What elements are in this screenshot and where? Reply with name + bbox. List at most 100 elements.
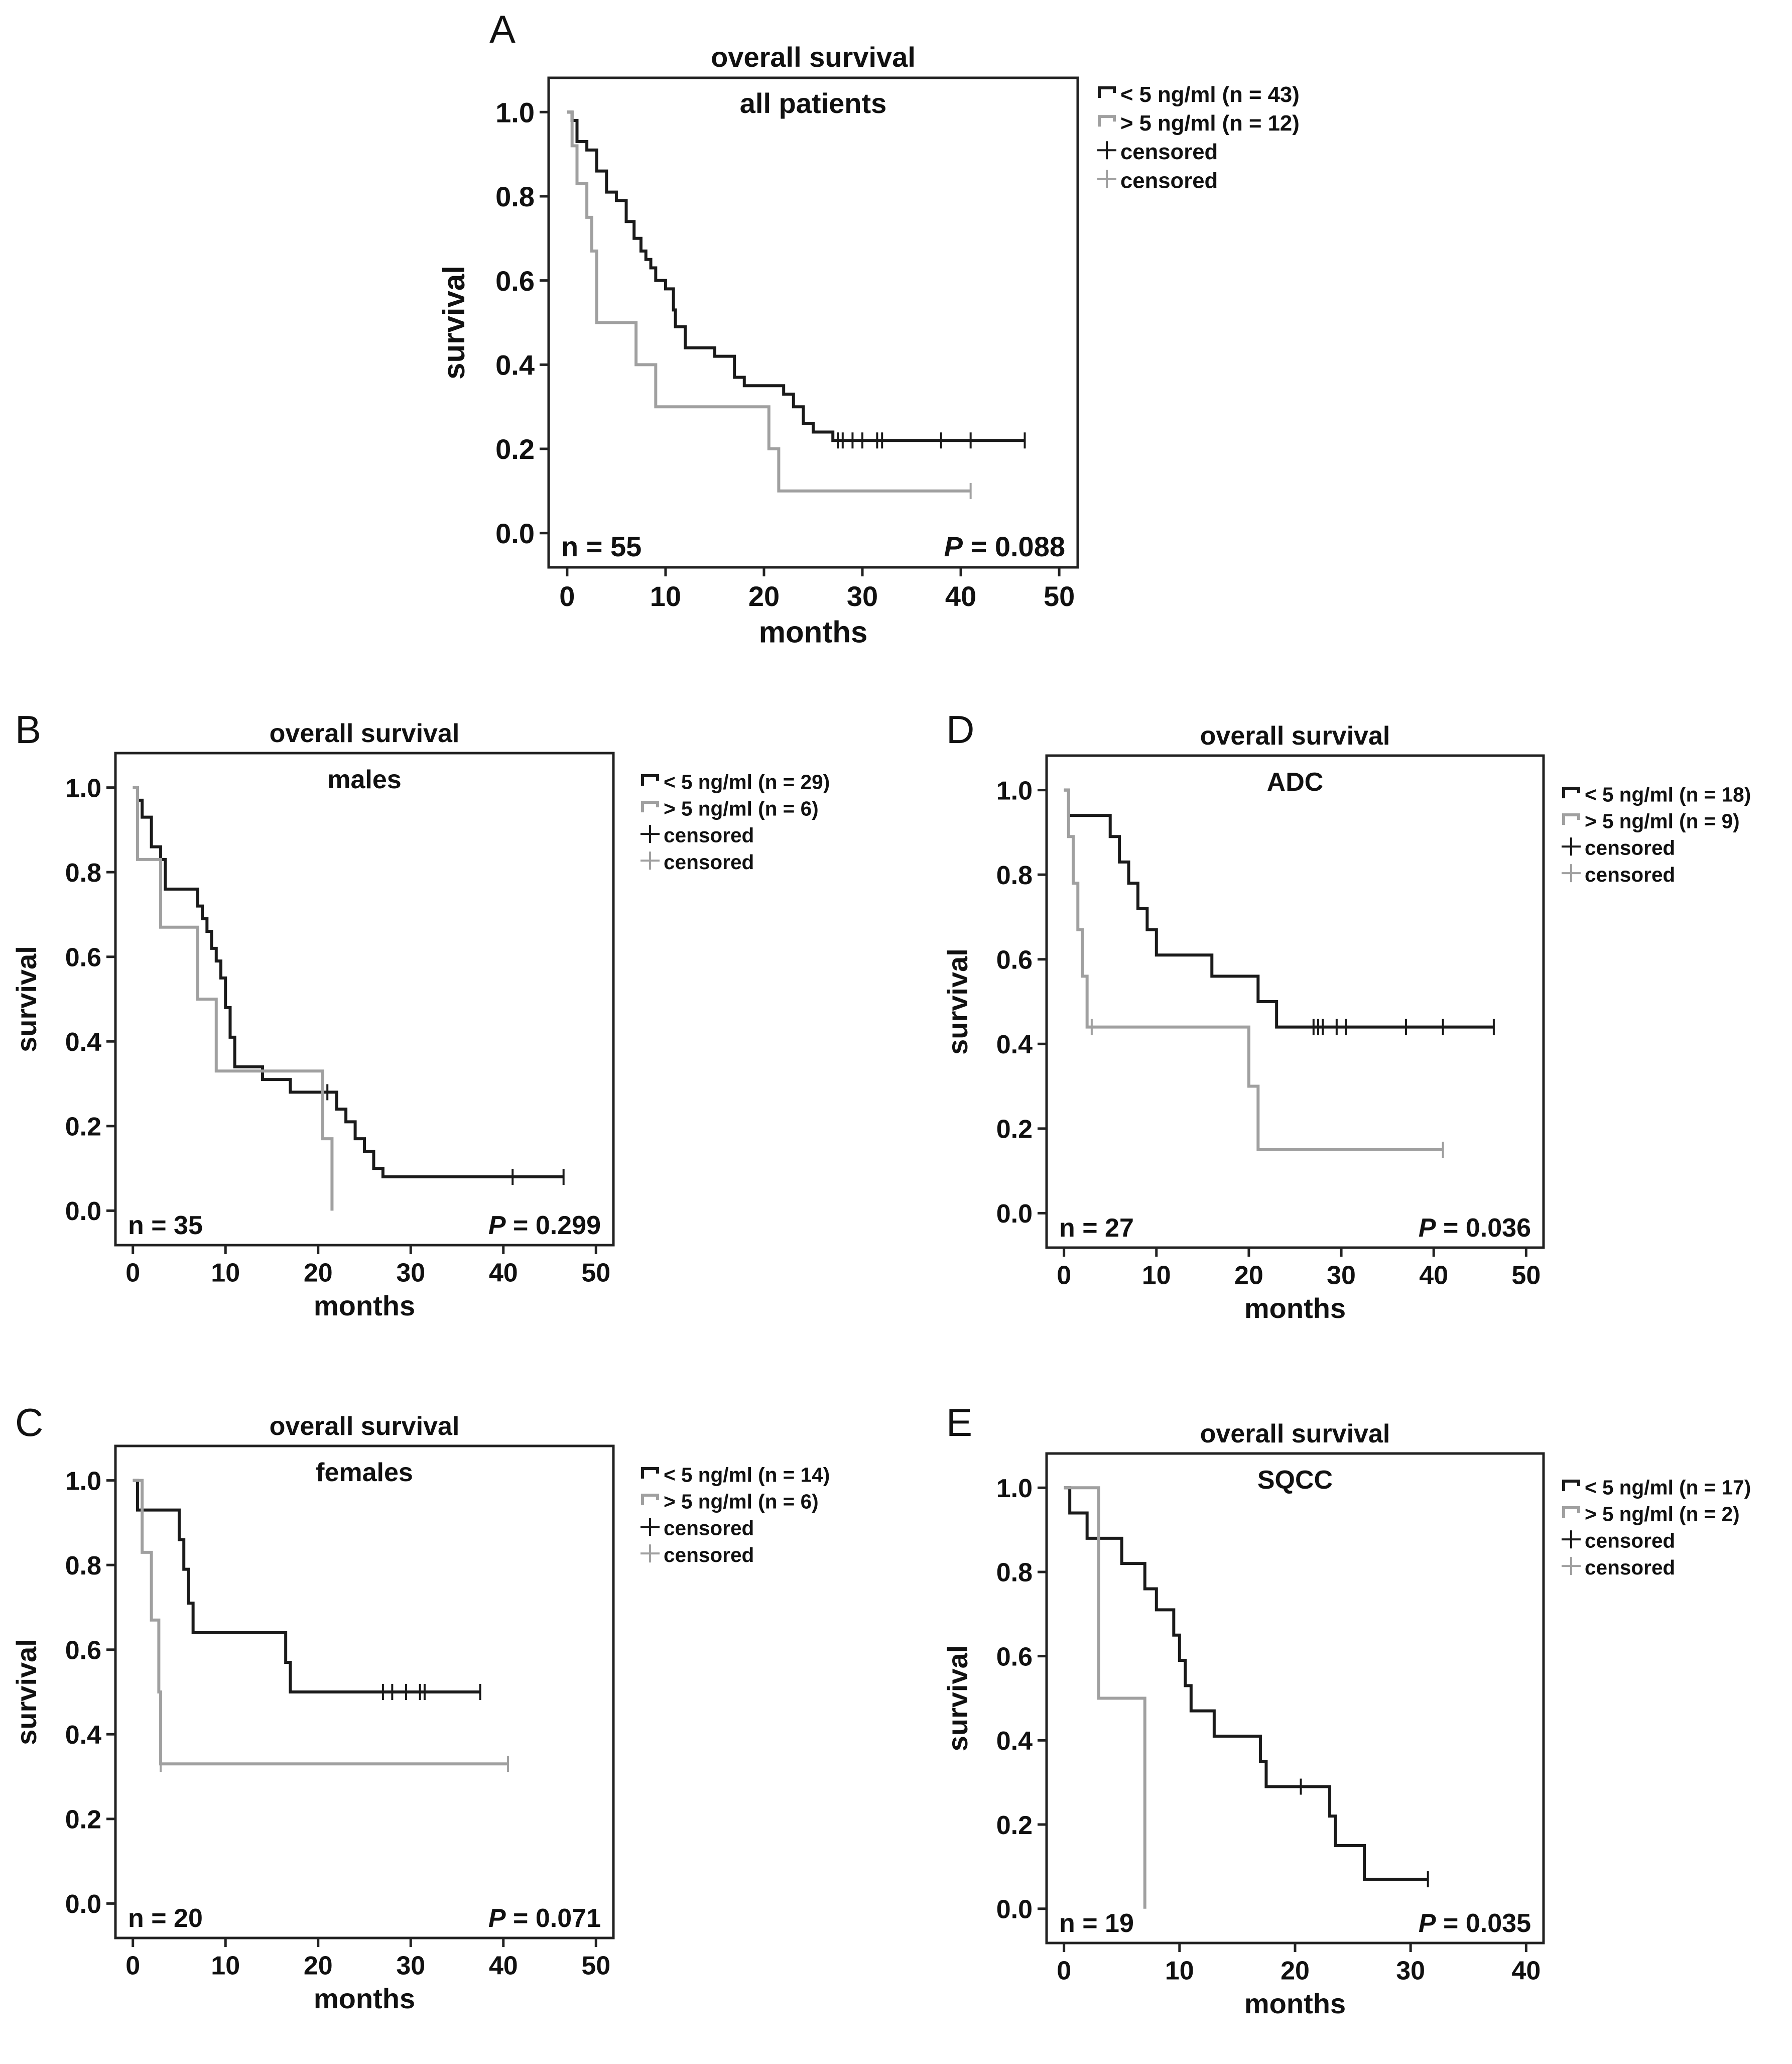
x-tick-label: 0 [559,580,575,612]
chart-title: overall survival [711,41,916,73]
y-tick-label: 0.8 [996,1558,1033,1588]
chart-title: overall survival [1200,1419,1390,1448]
legend-swatch-censor [641,825,660,843]
chart-subtitle: males [327,765,401,794]
y-tick-label: 0.6 [495,265,535,297]
panel-letter: E [946,1400,972,1444]
p-value-label: P = 0.035 [1419,1909,1531,1938]
y-tick-label: 0.8 [996,861,1033,890]
x-tick-label: 20 [304,1259,333,1288]
y-axis-label: survival [437,266,471,380]
x-tick-label: 0 [1057,1261,1071,1290]
panel-letter: A [489,7,516,51]
legend-swatch-line [641,801,659,813]
x-tick-label: 20 [304,1952,333,1981]
legend-swatch-censor [1562,1530,1581,1549]
legend-swatch-line [1562,1480,1580,1491]
x-tick-label: 20 [1281,1957,1310,1986]
y-tick-label: 1.0 [65,774,101,803]
chart-title: overall survival [270,719,460,748]
x-axis-label: months [759,616,868,649]
x-tick-label: 0 [125,1952,140,1981]
legend-label: censored [664,1543,754,1566]
survival-curve-low [133,786,564,1178]
y-tick-label: 0.4 [65,1028,101,1057]
survival-curve-low [1064,788,1494,1029]
y-tick-label: 0.0 [65,1197,101,1226]
y-tick-label: 0.6 [996,945,1033,975]
y-tick-label: 0.4 [996,1030,1033,1059]
sample-size-label: n = 55 [561,531,642,562]
legend-label: censored [1120,140,1218,164]
x-axis-label: months [1244,1292,1346,1324]
y-tick-label: 0.4 [495,349,535,381]
x-tick-label: 0 [1057,1957,1071,1986]
x-tick-label: 10 [1142,1261,1171,1290]
x-axis-label: months [314,1290,415,1321]
legend-swatch-censor [1097,170,1116,188]
p-value: = 0.088 [963,531,1065,562]
y-tick-label: 0.4 [996,1727,1033,1756]
p-value-label: P = 0.071 [488,1904,601,1933]
legend: < 5 ng/ml (n = 17) > 5 ng/ml (n = 2) censo… [1562,1476,1751,1579]
x-tick-label: 20 [748,580,780,612]
plot-frame [114,752,615,1247]
legend-label: > 5 ng/ml (n = 9) [1585,810,1740,833]
y-tick-label: 0.8 [65,859,101,888]
legend-label: < 5 ng/ml (n = 17) [1585,1476,1751,1499]
legend: < 5 ng/ml (n = 43) > 5 ng/ml (n = 12) cens… [1097,82,1300,193]
legend-label: censored [664,851,754,874]
survival-curve-high [133,786,334,1211]
chart-subtitle: all patients [740,87,887,119]
chart-subtitle: SQCC [1257,1466,1333,1495]
legend-label: > 5 ng/ml (n = 6) [664,797,819,820]
legend-label: < 5 ng/ml (n = 18) [1585,783,1751,806]
legend-swatch-censor [1562,837,1581,856]
chart-title: overall survival [1200,721,1390,751]
x-axis-label: months [314,1983,415,2014]
legend-label: < 5 ng/ml (n = 29) [664,771,830,794]
legend-label: < 5 ng/ml (n = 14) [664,1464,830,1487]
chart-title: overall survival [270,1412,460,1441]
sample-size-label: n = 20 [128,1904,203,1933]
legend-swatch-line [1098,86,1116,98]
legend: < 5 ng/ml (n = 29) > 5 ng/ml (n = 6) censo… [641,771,830,874]
legend-swatch-censor [1097,141,1116,160]
legend-swatch-censor [641,1518,660,1536]
plot-frame [1045,754,1545,1249]
sample-size-label: n = 19 [1059,1909,1134,1938]
y-tick-label: 0.6 [996,1642,1033,1671]
x-tick-label: 40 [1511,1957,1541,1986]
x-tick-label: 40 [1419,1261,1448,1290]
p-value: = 0.071 [506,1904,601,1933]
y-tick-label: 0.2 [996,1115,1033,1144]
x-tick-label: 10 [650,580,681,612]
x-tick-label: 40 [945,580,976,612]
p-value: = 0.299 [506,1211,601,1240]
legend-swatch-line [1562,813,1580,825]
p-symbol: P [944,531,963,562]
legend-label: < 5 ng/ml (n = 43) [1120,82,1300,107]
survival-curve-high [133,1479,508,1766]
y-tick-label: 1.0 [996,776,1033,805]
legend-swatch-line [1098,115,1116,127]
y-tick-label: 0.0 [996,1895,1033,1924]
survival-curve-low [133,1479,480,1693]
sample-size-label: n = 35 [128,1211,203,1240]
x-tick-label: 10 [1165,1957,1194,1986]
y-tick-label: 1.0 [65,1467,101,1496]
x-tick-label: 30 [396,1259,425,1288]
x-tick-label: 50 [1044,580,1075,612]
legend-label: censored [664,824,754,847]
legend-label: censored [664,1517,754,1540]
legend-swatch-line [641,1494,659,1506]
x-tick-label: 30 [847,580,878,612]
x-tick-label: 50 [1511,1261,1541,1290]
legend-label: censored [1120,168,1218,193]
x-tick-label: 40 [489,1952,518,1981]
chart-subtitle: females [316,1458,413,1487]
y-tick-label: 0.0 [996,1199,1033,1229]
